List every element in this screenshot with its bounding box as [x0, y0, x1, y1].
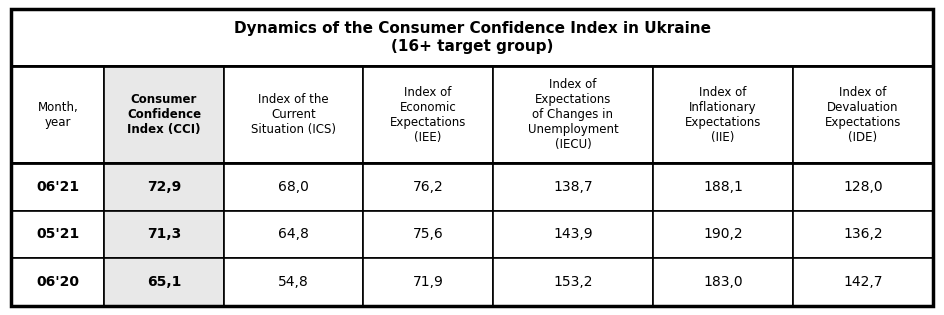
Text: 05'21: 05'21 — [36, 227, 79, 242]
Text: Consumer
Confidence
Index (CCI): Consumer Confidence Index (CCI) — [126, 93, 201, 136]
Text: 128,0: 128,0 — [843, 180, 883, 194]
Text: 64,8: 64,8 — [278, 227, 309, 242]
Bar — [493, 211, 653, 258]
Bar — [224, 211, 363, 258]
Bar — [363, 66, 493, 163]
Text: 153,2: 153,2 — [553, 275, 593, 289]
Bar — [11, 66, 105, 163]
Text: 142,7: 142,7 — [843, 275, 883, 289]
Bar — [653, 163, 793, 211]
Bar — [793, 211, 933, 258]
Bar — [224, 66, 363, 163]
Bar — [793, 66, 933, 163]
Bar — [105, 66, 224, 163]
Text: 06'20: 06'20 — [37, 275, 79, 289]
Text: Month,
year: Month, year — [38, 100, 78, 129]
Text: 136,2: 136,2 — [843, 227, 883, 242]
Text: 68,0: 68,0 — [278, 180, 309, 194]
Bar — [493, 163, 653, 211]
Bar — [493, 66, 653, 163]
Bar — [493, 258, 653, 306]
Bar — [11, 211, 105, 258]
Text: 76,2: 76,2 — [413, 180, 444, 194]
Text: 190,2: 190,2 — [703, 227, 743, 242]
Text: 75,6: 75,6 — [413, 227, 444, 242]
Bar — [363, 163, 493, 211]
Bar — [105, 163, 224, 211]
Text: Index of
Inflationary
Expectations
(IIE): Index of Inflationary Expectations (IIE) — [684, 86, 761, 144]
Bar — [11, 163, 105, 211]
Text: 54,8: 54,8 — [278, 275, 309, 289]
Text: 65,1: 65,1 — [147, 275, 181, 289]
Bar — [653, 258, 793, 306]
Text: 71,9: 71,9 — [413, 275, 444, 289]
Bar — [224, 163, 363, 211]
Bar — [11, 9, 933, 66]
Bar — [224, 258, 363, 306]
Text: Index of
Devaluation
Expectations
(IDE): Index of Devaluation Expectations (IDE) — [825, 86, 901, 144]
Text: Index of
Economic
Expectations
(IEE): Index of Economic Expectations (IEE) — [390, 86, 466, 144]
Text: 71,3: 71,3 — [147, 227, 181, 242]
Bar — [11, 258, 105, 306]
Bar — [363, 211, 493, 258]
Bar — [793, 163, 933, 211]
Bar — [793, 258, 933, 306]
Text: 138,7: 138,7 — [553, 180, 593, 194]
Text: 188,1: 188,1 — [703, 180, 743, 194]
Text: 06'21: 06'21 — [37, 180, 79, 194]
Bar — [653, 66, 793, 163]
Text: Dynamics of the Consumer Confidence Index in Ukraine
(16+ target group): Dynamics of the Consumer Confidence Inde… — [233, 21, 711, 54]
Bar — [363, 258, 493, 306]
Bar — [105, 258, 224, 306]
Bar — [653, 211, 793, 258]
Text: 143,9: 143,9 — [553, 227, 593, 242]
Text: 183,0: 183,0 — [703, 275, 743, 289]
Text: Index of the
Current
Situation (ICS): Index of the Current Situation (ICS) — [251, 93, 336, 136]
Text: 72,9: 72,9 — [147, 180, 181, 194]
Bar — [105, 211, 224, 258]
Text: Index of
Expectations
of Changes in
Unemployment
(IECU): Index of Expectations of Changes in Unem… — [528, 78, 618, 151]
